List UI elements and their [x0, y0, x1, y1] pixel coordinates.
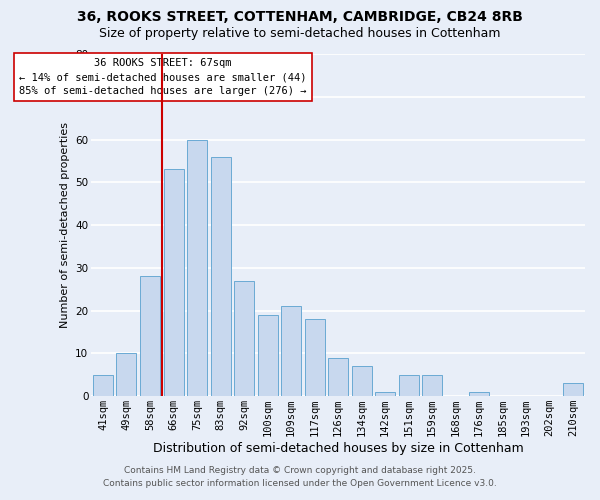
Bar	[164, 170, 184, 396]
Bar	[563, 384, 583, 396]
Bar	[187, 140, 207, 396]
Bar	[257, 315, 278, 396]
Bar	[140, 276, 160, 396]
Bar	[305, 319, 325, 396]
Text: 36, ROOKS STREET, COTTENHAM, CAMBRIDGE, CB24 8RB: 36, ROOKS STREET, COTTENHAM, CAMBRIDGE, …	[77, 10, 523, 24]
Bar	[93, 375, 113, 396]
Bar	[352, 366, 371, 396]
Bar	[469, 392, 489, 396]
Text: Size of property relative to semi-detached houses in Cottenham: Size of property relative to semi-detach…	[99, 28, 501, 40]
Bar	[328, 358, 348, 396]
Text: 36 ROOKS STREET: 67sqm
← 14% of semi-detached houses are smaller (44)
85% of sem: 36 ROOKS STREET: 67sqm ← 14% of semi-det…	[19, 58, 307, 96]
Bar	[211, 156, 230, 396]
Text: Contains HM Land Registry data © Crown copyright and database right 2025.
Contai: Contains HM Land Registry data © Crown c…	[103, 466, 497, 487]
Bar	[234, 280, 254, 396]
Bar	[116, 354, 136, 396]
Bar	[281, 306, 301, 396]
Y-axis label: Number of semi-detached properties: Number of semi-detached properties	[60, 122, 70, 328]
Bar	[375, 392, 395, 396]
X-axis label: Distribution of semi-detached houses by size in Cottenham: Distribution of semi-detached houses by …	[153, 442, 523, 455]
Bar	[422, 375, 442, 396]
Bar	[398, 375, 419, 396]
